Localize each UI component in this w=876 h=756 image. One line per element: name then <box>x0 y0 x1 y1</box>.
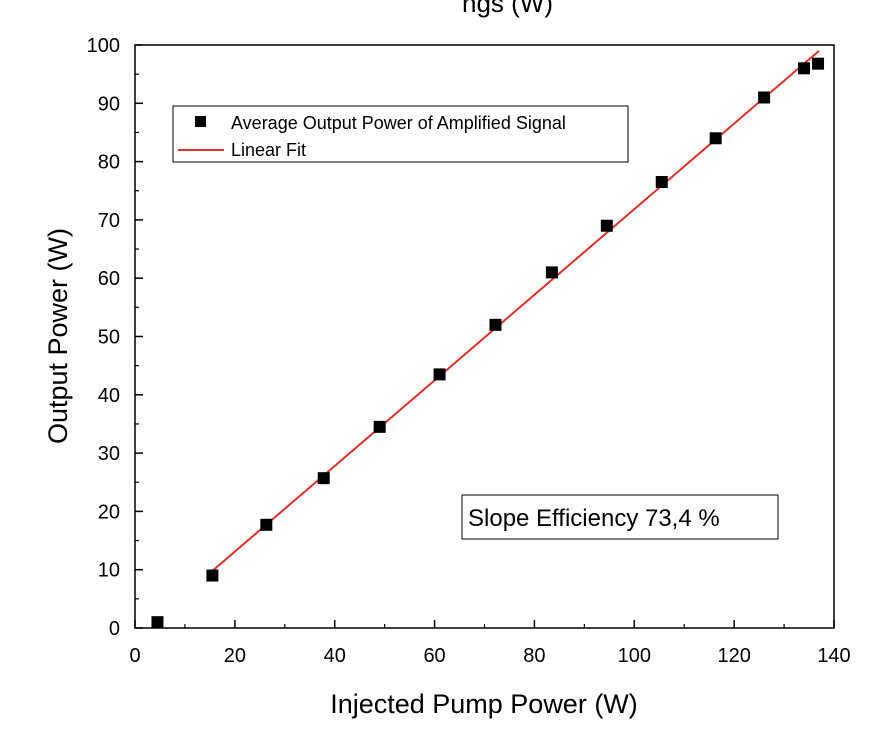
data-point <box>489 318 502 331</box>
y-tick-label: 20 <box>98 501 120 523</box>
y-tick-label: 80 <box>98 152 120 174</box>
data-point <box>758 91 771 104</box>
x-tick-label: 120 <box>717 645 750 667</box>
chart-title-fragment: ngs (W) <box>462 0 553 18</box>
legend-label-average-output: Average Output Power of Amplified Signal <box>231 113 566 133</box>
data-point <box>709 132 722 145</box>
data-point <box>798 62 811 75</box>
y-tick-label: 30 <box>98 443 120 465</box>
data-point <box>812 57 825 70</box>
x-tick-label: 100 <box>618 645 651 667</box>
data-point <box>433 368 446 381</box>
annotation-text: Slope Efficiency 73,4 % <box>468 505 720 532</box>
data-point <box>655 176 668 189</box>
x-tick-label: 140 <box>817 645 850 667</box>
x-tick-label: 0 <box>129 645 140 667</box>
y-tick-label: 0 <box>109 618 120 640</box>
y-tick-label: 60 <box>98 268 120 290</box>
data-point <box>151 616 164 629</box>
data-point <box>373 420 386 433</box>
data-point <box>260 518 273 531</box>
y-tick-label: 50 <box>98 327 120 349</box>
y-tick-label: 40 <box>98 385 120 407</box>
y-tick-label: 70 <box>98 210 120 232</box>
legend-marker-square <box>195 116 206 127</box>
legend-box <box>172 105 629 163</box>
legend: Average Output Power of Amplified Signal… <box>172 105 629 163</box>
y-tick-label: 100 <box>87 35 120 57</box>
data-point <box>545 266 558 279</box>
x-tick-label: 40 <box>324 645 346 667</box>
x-tick-label: 20 <box>224 645 246 667</box>
legend-label-linear-fit: Linear Fit <box>231 140 306 160</box>
annotation-box <box>461 494 779 540</box>
data-point <box>206 569 219 582</box>
data-points-layer <box>151 57 825 629</box>
y-tick-label: 90 <box>98 93 120 115</box>
data-point <box>600 219 613 232</box>
axis-tick-labels: 0 20 40 60 80 100 120 140 0 10 20 30 40 50 60 70 80 90 100 <box>87 35 851 667</box>
x-axis-title: Injected Pump Power (W) <box>330 689 638 719</box>
data-point <box>317 472 330 485</box>
x-tick-label: 80 <box>523 645 545 667</box>
y-axis-title: Output Power (W) <box>43 228 73 444</box>
plot-area-frame <box>134 44 835 629</box>
y-tick-label: 10 <box>98 560 120 582</box>
slope-efficiency-annotation: Slope Efficiency 73,4 % <box>461 494 779 540</box>
x-tick-label: 60 <box>423 645 445 667</box>
